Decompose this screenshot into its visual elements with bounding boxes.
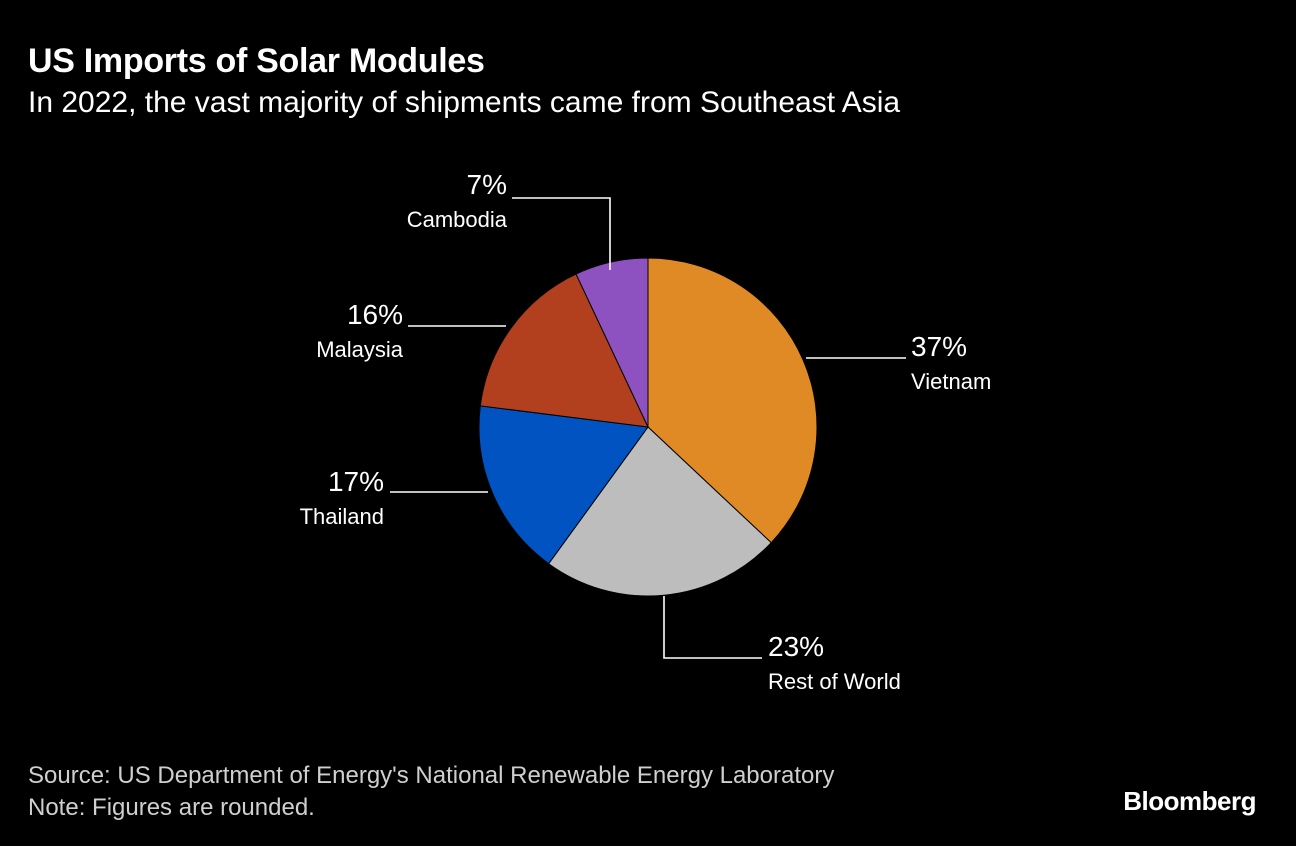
pie-slice-rest-of-world bbox=[547, 426, 772, 597]
rounding-note: Note: Figures are rounded. bbox=[28, 794, 315, 821]
pie-slice-malaysia bbox=[479, 273, 649, 428]
leader-line-cambodia bbox=[512, 197, 611, 270]
category-label-malaysia: Malaysia bbox=[316, 337, 404, 362]
pie-slice-vietnam bbox=[647, 257, 818, 544]
source-note: Source: US Department of Energy's Nation… bbox=[28, 762, 835, 789]
pie-slice-cambodia bbox=[575, 257, 649, 428]
bloomberg-logo: Bloomberg bbox=[1123, 786, 1256, 816]
value-label-malaysia: 16% bbox=[347, 299, 403, 330]
category-label-vietnam: Vietnam bbox=[911, 369, 991, 394]
chart-title: US Imports of Solar Modules bbox=[28, 42, 485, 80]
pie-slice-thailand bbox=[478, 405, 649, 565]
value-label-rest-of-world: 23% bbox=[768, 631, 824, 662]
category-label-cambodia: Cambodia bbox=[407, 207, 508, 232]
value-label-thailand: 17% bbox=[328, 466, 384, 497]
category-label-thailand: Thailand bbox=[300, 504, 384, 529]
chart-subtitle: In 2022, the vast majority of shipments … bbox=[28, 86, 901, 119]
value-label-cambodia: 7% bbox=[467, 169, 507, 200]
value-label-vietnam: 37% bbox=[911, 331, 967, 362]
footer: Source: US Department of Energy's Nation… bbox=[28, 760, 834, 824]
leader-line-rest-of-world bbox=[663, 596, 762, 659]
category-label-rest-of-world: Rest of World bbox=[768, 669, 901, 694]
